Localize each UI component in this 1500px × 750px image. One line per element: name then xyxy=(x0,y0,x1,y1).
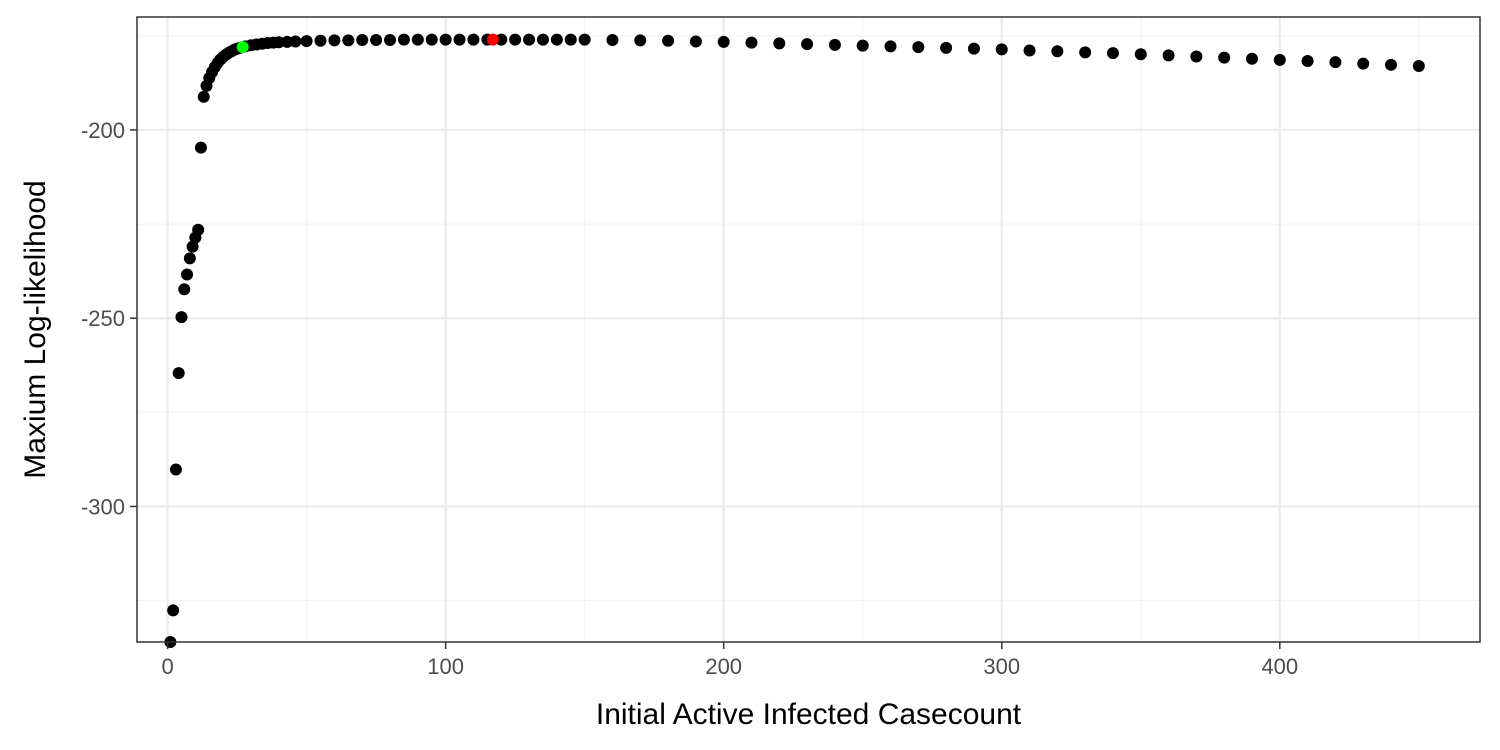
data-point xyxy=(856,39,869,52)
data-point xyxy=(1245,52,1258,65)
data-point xyxy=(662,34,675,47)
data-point xyxy=(342,34,355,47)
data-point xyxy=(564,33,577,46)
data-point xyxy=(828,38,841,51)
data-point xyxy=(411,33,424,46)
data-point xyxy=(689,35,702,48)
data-point xyxy=(1134,48,1147,61)
data-point xyxy=(356,33,369,46)
data-point xyxy=(606,33,619,46)
x-tick-label: 400 xyxy=(1261,654,1298,679)
panel-border xyxy=(136,16,1481,643)
points-layer xyxy=(164,33,1425,648)
data-point xyxy=(801,38,814,51)
x-tick-label: 200 xyxy=(705,654,742,679)
data-point xyxy=(167,604,180,617)
x-tick-label: 300 xyxy=(983,654,1020,679)
y-tick-label: -200 xyxy=(81,118,125,143)
data-point xyxy=(175,311,188,324)
data-point xyxy=(197,90,210,103)
y-tick-label: -300 xyxy=(81,494,125,519)
data-point xyxy=(1301,55,1314,68)
data-point xyxy=(192,223,205,236)
data-point xyxy=(967,42,980,55)
data-point xyxy=(773,37,786,50)
data-point xyxy=(1190,50,1203,63)
grid-layer xyxy=(137,17,1480,642)
data-point xyxy=(172,367,185,380)
data-point xyxy=(384,33,397,46)
data-point xyxy=(1079,46,1092,59)
data-point xyxy=(509,33,522,46)
red-highlight-point xyxy=(486,33,499,46)
green-highlight-point xyxy=(236,41,249,54)
data-point xyxy=(536,33,549,46)
data-point xyxy=(940,41,953,54)
data-point xyxy=(995,43,1008,56)
data-point xyxy=(300,35,313,48)
data-point xyxy=(453,33,466,46)
y-tick-label: -250 xyxy=(81,306,125,331)
data-point xyxy=(178,283,191,296)
data-point xyxy=(495,33,508,46)
data-point xyxy=(1357,57,1370,70)
data-point xyxy=(194,141,207,154)
data-point xyxy=(1023,44,1036,57)
data-point xyxy=(550,33,563,46)
y-axis-title: Maxium Log-likelihood xyxy=(19,180,52,478)
data-point xyxy=(328,34,341,47)
data-point xyxy=(370,33,383,46)
data-point xyxy=(181,268,194,281)
data-point xyxy=(439,33,452,46)
data-point xyxy=(1412,59,1425,72)
data-point xyxy=(186,240,199,253)
x-tick-label: 100 xyxy=(427,654,464,679)
x-tick-label: 0 xyxy=(161,654,173,679)
y-axis: -200 -250 -300 xyxy=(81,118,137,519)
data-point xyxy=(1329,56,1342,69)
data-point xyxy=(314,34,327,47)
data-point xyxy=(884,40,897,53)
data-point xyxy=(1051,45,1064,58)
x-axis: 0 100 200 300 400 xyxy=(161,642,1298,679)
data-point xyxy=(1106,47,1119,60)
data-point xyxy=(1273,53,1286,66)
data-point xyxy=(912,41,925,54)
x-axis-title: Initial Active Infected Casecount xyxy=(596,698,1022,731)
data-point xyxy=(289,35,302,48)
data-point xyxy=(169,463,182,476)
data-point xyxy=(397,33,410,46)
data-point xyxy=(183,252,196,265)
data-point xyxy=(425,33,438,46)
highlight-layer xyxy=(236,33,499,54)
data-point xyxy=(467,33,480,46)
data-point xyxy=(578,33,591,46)
data-point xyxy=(523,33,536,46)
data-point xyxy=(717,35,730,48)
data-point xyxy=(1218,51,1231,64)
data-point xyxy=(634,34,647,47)
data-point xyxy=(1162,49,1175,62)
data-point xyxy=(745,36,758,49)
data-point xyxy=(1385,58,1398,71)
